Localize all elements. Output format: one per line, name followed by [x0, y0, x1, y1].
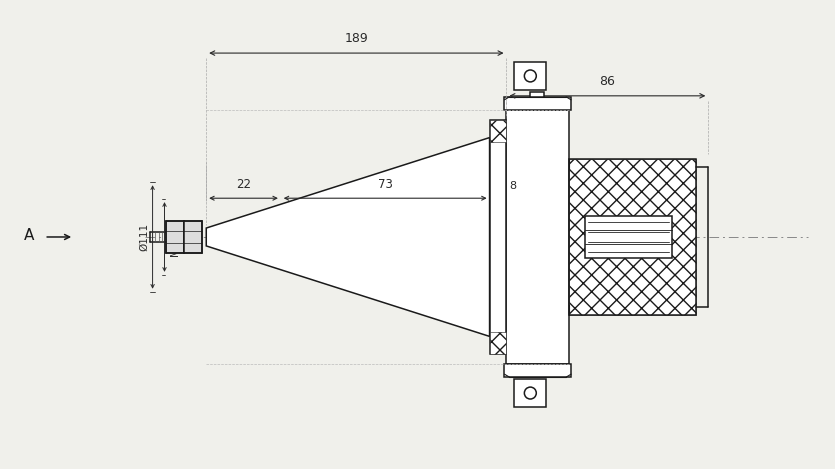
Text: 8: 8 — [509, 181, 517, 191]
Text: M10: M10 — [170, 234, 180, 256]
Bar — [530, 92, 544, 97]
Text: 189: 189 — [345, 32, 368, 45]
Bar — [507, 110, 569, 364]
Text: Ø111: Ø111 — [139, 223, 149, 251]
Bar — [514, 62, 546, 90]
Text: Ø76: Ø76 — [166, 226, 176, 248]
Bar — [504, 364, 571, 377]
Text: A: A — [24, 228, 35, 243]
Bar — [514, 379, 546, 407]
Bar — [489, 120, 507, 142]
Bar — [569, 159, 696, 315]
Bar — [185, 221, 202, 253]
Bar — [569, 159, 696, 315]
Bar — [489, 333, 507, 354]
Bar — [585, 216, 672, 258]
Bar — [166, 221, 185, 253]
Polygon shape — [206, 137, 489, 336]
Bar — [504, 97, 571, 110]
Bar — [489, 120, 507, 354]
Text: 86: 86 — [600, 75, 615, 88]
Text: 22: 22 — [236, 178, 251, 191]
Text: 73: 73 — [377, 178, 392, 191]
